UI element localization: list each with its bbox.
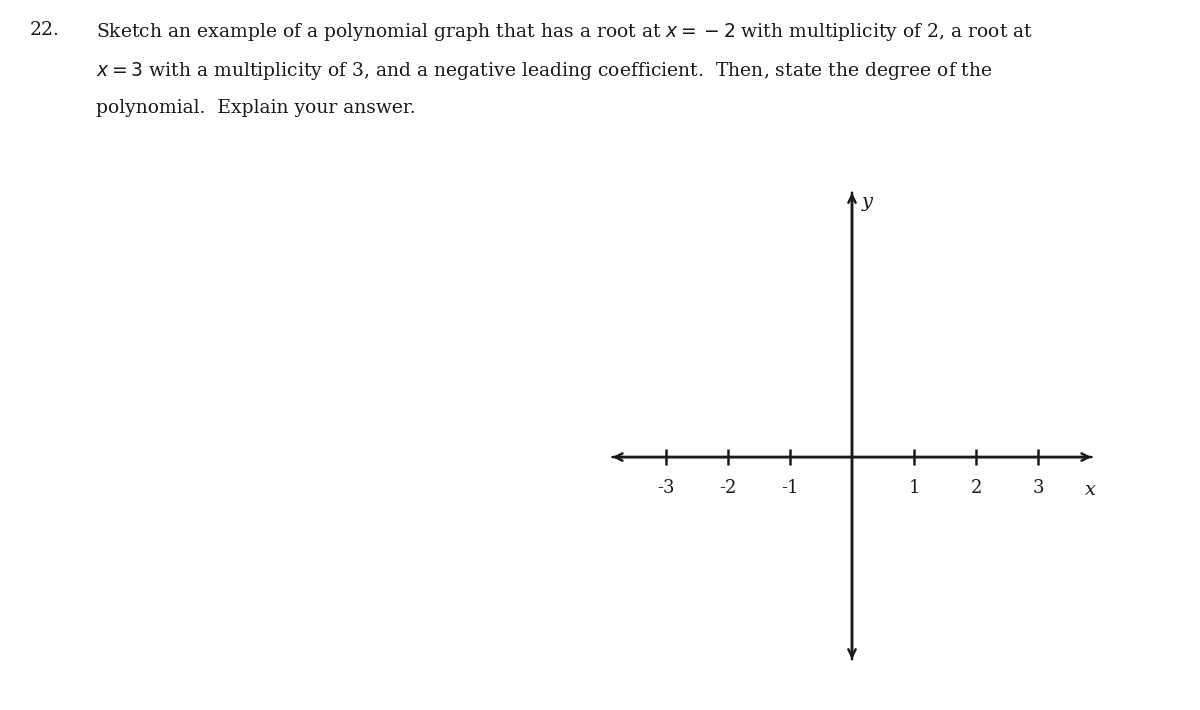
Text: 22.: 22. [30, 21, 60, 39]
Text: polynomial.  Explain your answer.: polynomial. Explain your answer. [96, 99, 415, 117]
Text: x: x [1085, 481, 1096, 498]
Text: -1: -1 [781, 479, 799, 497]
Text: 1: 1 [908, 479, 920, 497]
Text: 2: 2 [971, 479, 982, 497]
Text: $x = 3$ with a multiplicity of 3, and a negative leading coefficient.  Then, sta: $x = 3$ with a multiplicity of 3, and a … [96, 60, 992, 82]
Text: -3: -3 [656, 479, 674, 497]
Text: y: y [862, 193, 872, 211]
Text: 3: 3 [1033, 479, 1044, 497]
Text: -2: -2 [719, 479, 737, 497]
Text: Sketch an example of a polynomial graph that has a root at $x = -2$ with multipl: Sketch an example of a polynomial graph … [96, 21, 1033, 43]
